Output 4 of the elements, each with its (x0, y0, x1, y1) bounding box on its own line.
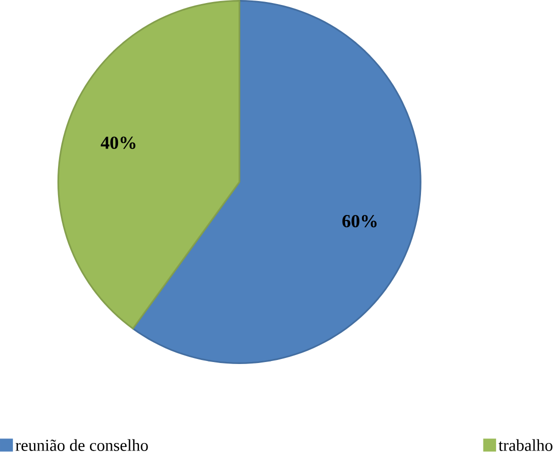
data-label: 60% (342, 215, 377, 228)
legend-label: trabalho (498, 439, 552, 452)
data-label: 40% (100, 136, 136, 150)
legend-label: reunião de conselho (16, 439, 148, 452)
